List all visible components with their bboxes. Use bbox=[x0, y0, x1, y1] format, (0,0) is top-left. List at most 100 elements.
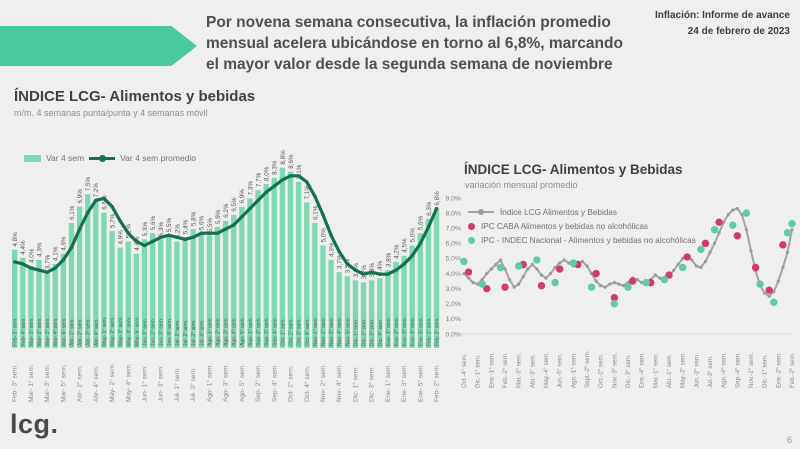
bar-value-label: 8,3% bbox=[272, 160, 279, 175]
bar-var-4-sem bbox=[149, 233, 156, 348]
bar-base-category-label: Jul- 1° sem. bbox=[175, 320, 181, 346]
x-axis-tick-label: Jun.-5° sem. bbox=[557, 353, 564, 388]
bar-value-label: 5,0% bbox=[320, 228, 327, 243]
indec-point bbox=[742, 209, 751, 217]
bar-value-label: 4,6% bbox=[61, 236, 68, 251]
lcg-line-marker bbox=[489, 267, 493, 271]
bar-value-label: 7,2% bbox=[93, 183, 100, 198]
avg-line-marker bbox=[150, 239, 155, 244]
lcg-line-marker bbox=[507, 278, 512, 282]
lcg-line-marker bbox=[512, 285, 516, 289]
bar-base-category-label: Mar- 3° sem. bbox=[45, 317, 51, 346]
bar-base-category-label: Nov- 2° sem. bbox=[321, 317, 327, 346]
bar-value-label: 4,1% bbox=[53, 246, 60, 261]
avg-line-marker bbox=[337, 249, 341, 254]
x-axis-tick-label: Ene.-2° sem. bbox=[775, 352, 782, 388]
indec-point bbox=[729, 221, 737, 229]
bar-var-4-sem bbox=[44, 272, 50, 348]
caba-point bbox=[537, 281, 546, 290]
bar-var-4-sem bbox=[166, 235, 172, 348]
y-axis-tick-label: 1,0% bbox=[446, 316, 462, 323]
bar-var-4-sem bbox=[304, 202, 310, 348]
bar-var-4-sem bbox=[255, 190, 261, 348]
avg-line-marker bbox=[94, 198, 98, 203]
lcg-line-marker bbox=[735, 206, 739, 211]
caba-point bbox=[765, 286, 773, 294]
avg-line-marker bbox=[248, 206, 252, 211]
indec-point bbox=[783, 229, 792, 237]
avg-line-marker bbox=[394, 268, 398, 272]
bar-base-category-label: Oct- 1° sem. bbox=[280, 318, 286, 346]
avg-line-marker bbox=[183, 237, 187, 242]
x-axis-tick-label: Mar.-1° sem. bbox=[652, 353, 659, 388]
avg-line-marker bbox=[110, 204, 114, 209]
lcg-line-marker bbox=[671, 268, 676, 273]
avg-line-marker bbox=[296, 174, 301, 178]
bar-value-label: 4,5% bbox=[402, 238, 409, 253]
bar-value-label: 4,0% bbox=[28, 248, 35, 263]
legend-label-var4sem: Var 4 sem bbox=[46, 153, 85, 163]
legend-line-swatch bbox=[89, 154, 116, 162]
avg-line-marker bbox=[61, 258, 66, 262]
bar-var-4-sem bbox=[263, 184, 269, 348]
avg-line-marker bbox=[280, 178, 285, 182]
lcg-line-marker bbox=[476, 282, 480, 286]
x-axis-tick-label: Mar- 5° sem. bbox=[59, 364, 67, 402]
bar-var-4-sem bbox=[336, 272, 342, 348]
indec-point bbox=[569, 259, 578, 267]
avg-line-marker bbox=[264, 190, 268, 194]
avg-line-marker bbox=[353, 268, 358, 272]
x-axis-tick-label: Feb.-2° sem. bbox=[502, 352, 509, 388]
bar-value-label: 3,7% bbox=[337, 254, 344, 269]
bar-value-label: 5,4% bbox=[182, 220, 189, 235]
lcg-line-marker bbox=[548, 271, 553, 276]
avg-line-marker bbox=[272, 184, 276, 188]
bar-base-category-label: Ene- 4° sem. bbox=[410, 317, 416, 346]
bar-base-category-label: Jun- 1° sem. bbox=[142, 318, 148, 346]
bar-value-label: 4,3% bbox=[328, 242, 335, 257]
y-axis-tick-label: 2,0% bbox=[446, 301, 462, 308]
bar-value-label: 6,3% bbox=[426, 201, 433, 216]
bar-var-4-sem bbox=[214, 227, 221, 348]
bar-var-4-sem bbox=[190, 229, 196, 348]
bar-base-category-label: Ago- 3° sem. bbox=[224, 317, 230, 346]
bar-value-label: 5,7% bbox=[109, 213, 116, 228]
avg-line-marker bbox=[386, 272, 390, 276]
lcg-line-marker bbox=[485, 271, 489, 276]
x-axis-tick-label: Dic- 1° sem. bbox=[351, 366, 359, 402]
lcg-line-marker bbox=[749, 249, 753, 253]
bar-value-label: 4,3% bbox=[36, 242, 43, 257]
x-axis-tick-label: Jun- 1° sem. bbox=[140, 365, 148, 402]
lcg-line-marker bbox=[558, 261, 562, 265]
bar-base-category-label: Mar- 4° sem. bbox=[53, 317, 59, 346]
lcg-line-marker bbox=[635, 278, 639, 282]
x-axis-tick-label: May.-2° sem. bbox=[680, 352, 687, 388]
x-axis-tick-label: Ago- 3° sem. bbox=[222, 364, 230, 402]
legend-row-caba: IPC CABA Alimentos y bebidas no alcohóli… bbox=[468, 219, 696, 233]
report-title: Inflación: Informe de avance bbox=[654, 10, 790, 21]
bar-value-label: 6,5% bbox=[231, 197, 238, 212]
x-axis-tick-label: Jul- 3° sem. bbox=[189, 367, 197, 402]
lcg-line-marker bbox=[690, 258, 694, 262]
bar-base-category-label: Dic- 2° sem. bbox=[362, 319, 368, 346]
lcg-line-marker bbox=[580, 259, 585, 264]
bar-var-4-sem bbox=[368, 280, 375, 348]
x-axis-tick-label: Oct.-4° sem. bbox=[461, 353, 468, 388]
bar-value-label: 5,3% bbox=[142, 222, 149, 237]
bar-base-category-label: Sep- 4° sem. bbox=[272, 317, 278, 346]
x-axis-tick-label: Dic- 3° sem. bbox=[368, 366, 376, 402]
x-axis-tick-label: May- 4° sem. bbox=[124, 363, 132, 402]
bar-base-category-label: Abr- 1° sem. bbox=[69, 318, 75, 346]
x-axis-tick-label: Mar.-3° sem. bbox=[516, 353, 523, 388]
bar-base-category-label: Ene- 1° sem. bbox=[386, 317, 392, 346]
bar-value-label: 6,1% bbox=[312, 205, 319, 220]
indec-point bbox=[697, 245, 705, 254]
indec-point bbox=[478, 280, 486, 288]
legend-caba-dot bbox=[468, 222, 475, 230]
bar-value-label: 6,8% bbox=[434, 191, 441, 206]
avg-line-marker bbox=[426, 225, 431, 229]
left-chart-legend: Var 4 sem Var 4 sem promedio bbox=[24, 153, 196, 163]
indec-point bbox=[514, 262, 523, 270]
bar-var-4-sem bbox=[279, 167, 286, 348]
